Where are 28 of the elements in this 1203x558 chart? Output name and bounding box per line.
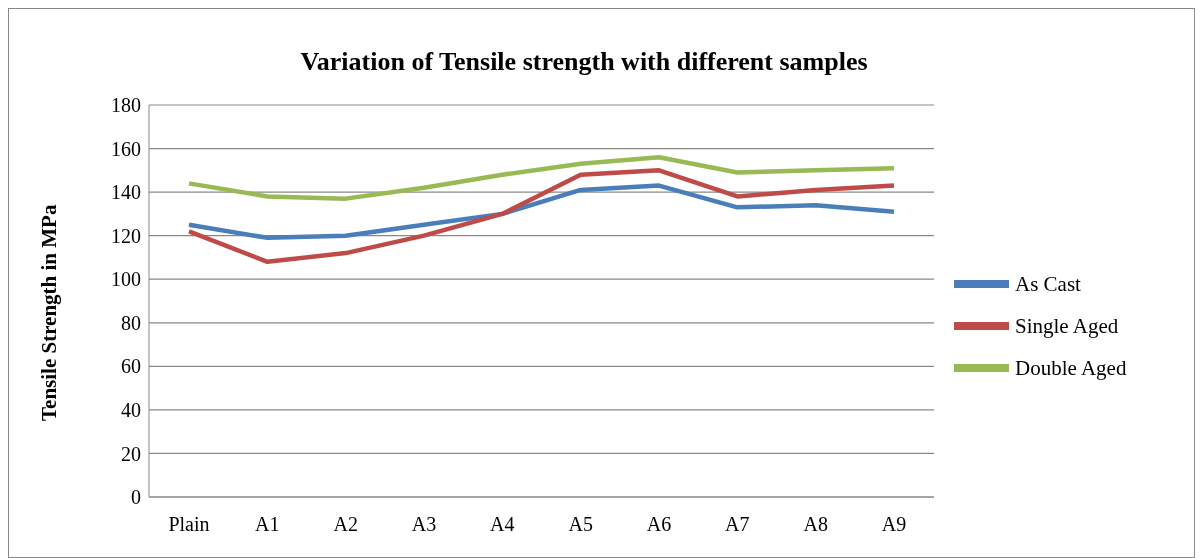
x-tick-label: A8 [803,513,828,536]
line-series [186,155,897,201]
line-series [186,168,897,265]
line-series [186,183,897,241]
y-tick-label: 40 [121,398,141,421]
x-tick-label: A3 [411,513,437,536]
y-tick-label: 60 [121,355,141,378]
x-tick-label: A6 [646,513,672,536]
x-tick-label: Plain [168,513,210,536]
x-tick-label: A7 [725,513,750,536]
y-tick-label: 160 [111,137,141,160]
legend-label: Single Aged [1015,313,1119,339]
x-tick-label: A1 [255,513,280,536]
y-axis-title: Tensile Strength in MPa [37,204,62,421]
chart-title: Variation of Tensile strength with different samples [299,47,869,77]
legend-label: As Cast [1015,271,1081,297]
y-tick-label: 20 [121,442,141,465]
y-tick-label: 120 [111,224,141,247]
y-tick-label: 80 [121,311,141,334]
y-tick-label: 0 [131,486,141,509]
x-tick-label: A2 [333,513,358,536]
x-tick-label: A4 [490,513,515,536]
x-tick-label: A9 [881,513,907,536]
y-tick-label: 100 [111,268,141,291]
x-tick-label: A5 [568,513,593,536]
legend-label: Double Aged [1015,355,1127,381]
y-tick-label: 140 [111,181,141,204]
y-tick-label: 180 [111,94,141,117]
